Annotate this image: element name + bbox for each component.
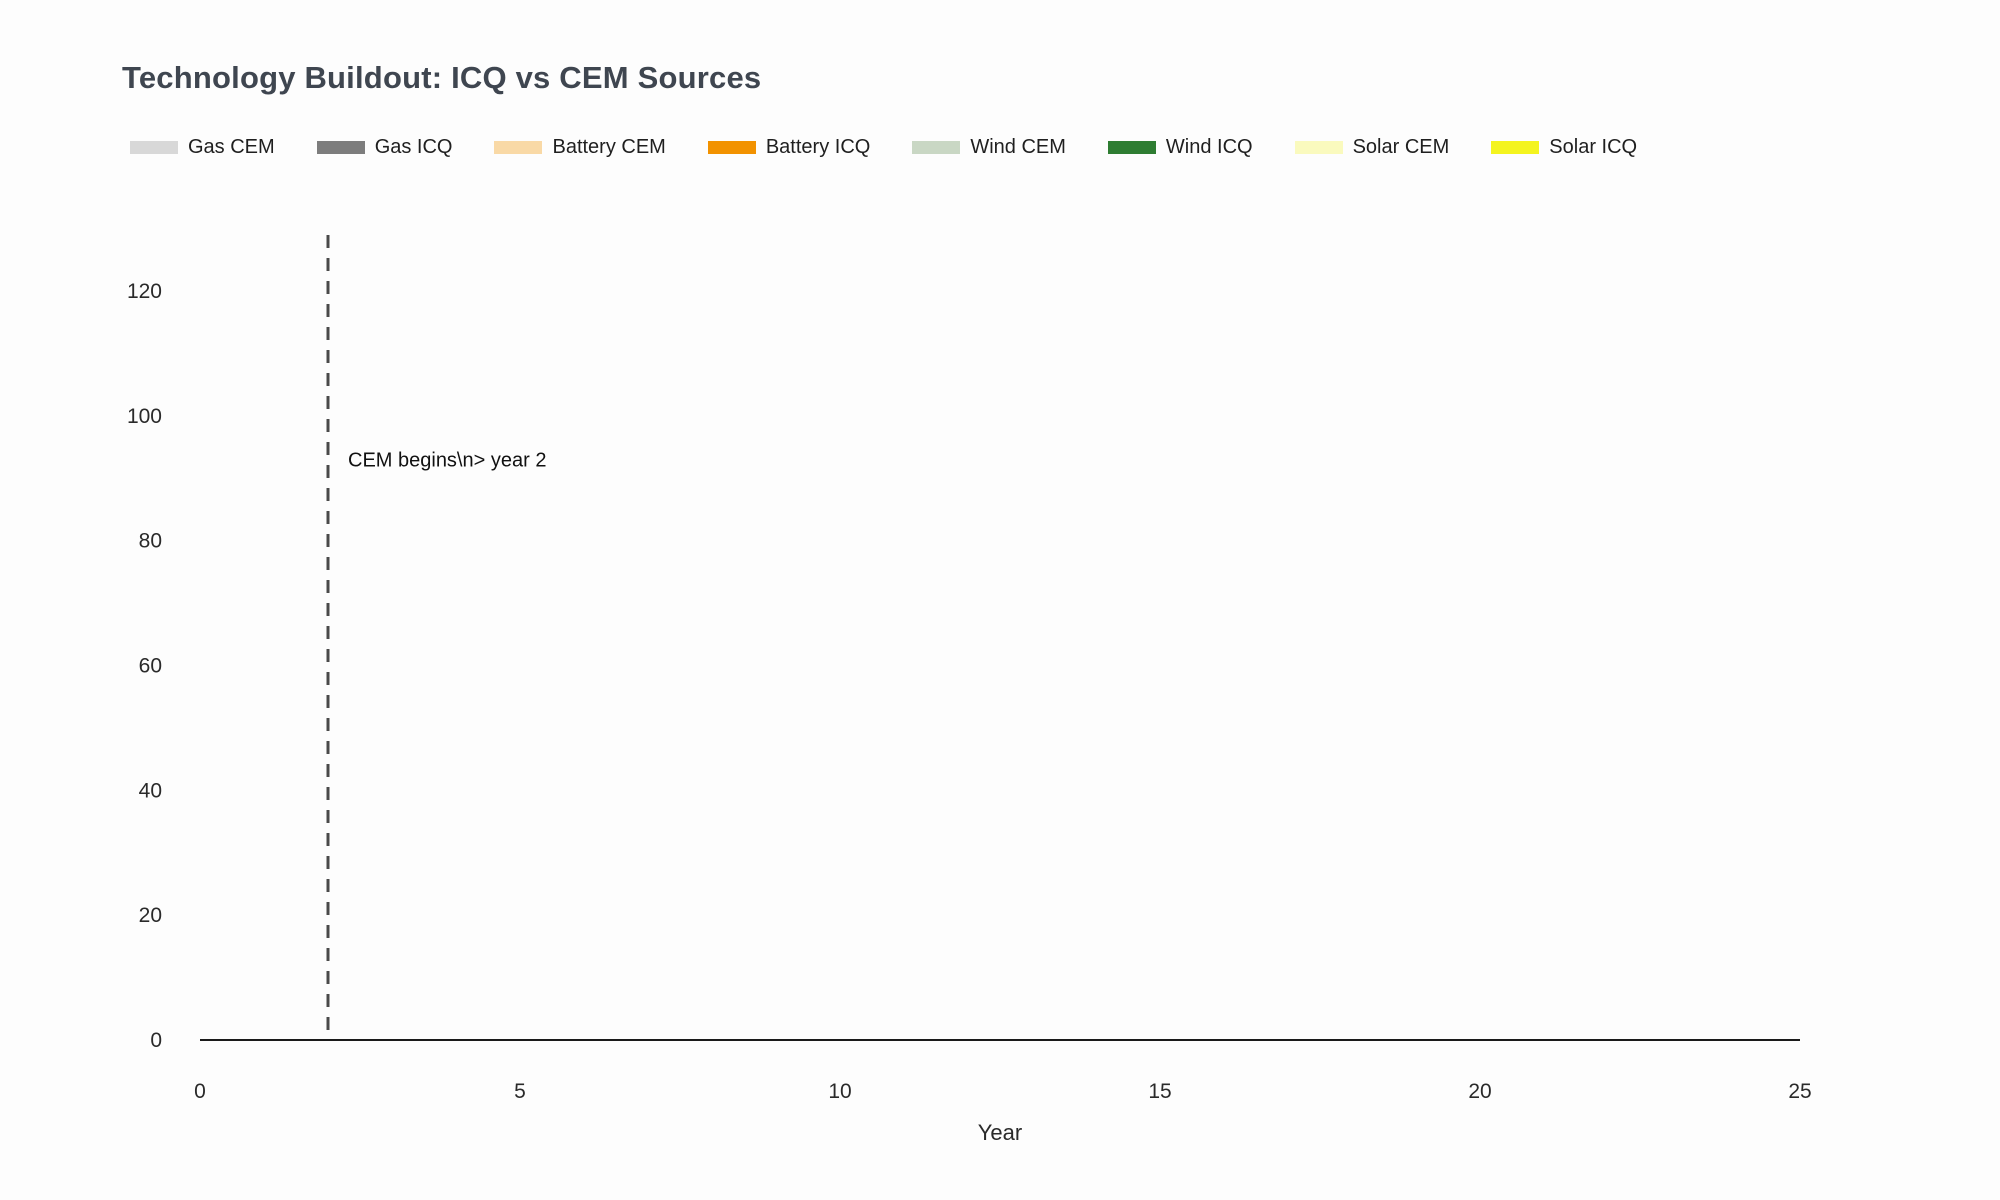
x-tick-label: 10 — [828, 1080, 851, 1103]
x-tick-label: 20 — [1468, 1080, 1491, 1103]
legend-label: Wind CEM — [970, 136, 1066, 158]
chart-title: Technology Buildout: ICQ vs CEM Sources — [122, 60, 762, 95]
legend-swatch-icon — [912, 141, 961, 154]
y-tick-label: 20 — [139, 904, 162, 927]
legend-item[interactable]: Solar CEM — [1294, 136, 1450, 159]
x-axis-title: Year — [978, 1120, 1022, 1145]
legend-label: Solar ICQ — [1549, 136, 1638, 158]
y-tick-label: 100 — [127, 405, 162, 428]
x-tick-label: 15 — [1148, 1080, 1171, 1103]
legend: Gas CEM Gas ICQ Battery CEM Battery ICQ … — [130, 136, 1637, 159]
legend-swatch-icon — [707, 141, 756, 154]
legend-label: Wind ICQ — [1165, 136, 1253, 158]
legend-item[interactable]: Battery CEM — [494, 136, 666, 159]
annotation-text: CEM begins\n> year 2 — [348, 450, 546, 472]
legend-item[interactable]: Solar ICQ — [1491, 136, 1637, 159]
legend-swatch-icon — [1107, 141, 1156, 154]
legend-label: Battery CEM — [552, 136, 666, 158]
y-tick-label: 120 — [127, 280, 162, 303]
legend-swatch-icon — [494, 141, 543, 154]
legend-swatch-icon — [1491, 141, 1540, 154]
legend-item[interactable]: Wind ICQ — [1107, 136, 1253, 159]
y-tick-label: 0 — [150, 1029, 162, 1052]
y-tick-label: 60 — [139, 655, 162, 678]
legend-label: Battery ICQ — [765, 136, 871, 158]
legend-label: Solar CEM — [1352, 136, 1450, 158]
legend-item[interactable]: Gas ICQ — [316, 136, 453, 159]
x-tick-label: 25 — [1788, 1080, 1811, 1103]
x-tick-label: 5 — [514, 1080, 526, 1103]
legend-swatch-icon — [316, 141, 365, 154]
x-tick-label: 0 — [194, 1080, 206, 1103]
legend-item[interactable]: Wind CEM — [912, 136, 1066, 159]
legend-swatch-icon — [1294, 141, 1343, 154]
legend-label: Gas CEM — [188, 136, 275, 158]
legend-swatch-icon — [130, 141, 178, 154]
legend-label: Gas ICQ — [374, 136, 453, 158]
y-tick-label: 80 — [139, 530, 162, 553]
legend-item[interactable]: Gas CEM — [130, 136, 275, 159]
legend-item[interactable]: Battery ICQ — [707, 136, 871, 159]
y-tick-label: 40 — [139, 779, 162, 802]
